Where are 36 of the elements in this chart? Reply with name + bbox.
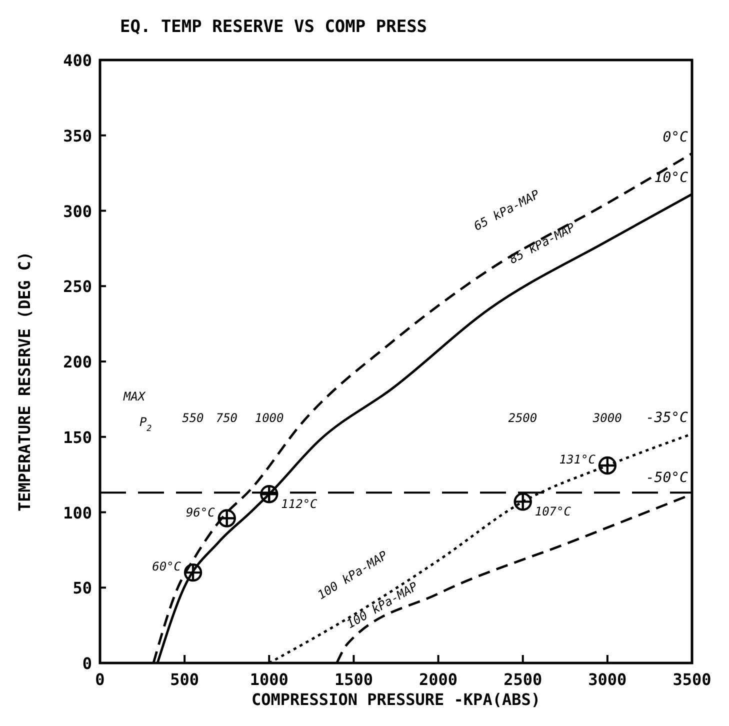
y-tick-label: 350 (63, 126, 92, 146)
data-label: 112°C (281, 497, 318, 512)
y-tick-label: 300 (63, 202, 92, 221)
y-tick-label: 150 (63, 428, 92, 447)
annotation: 3000 (592, 410, 622, 425)
annotation: P$_{2}$ (139, 415, 152, 434)
x-tick-label: 2500 (504, 670, 542, 689)
series-label: 0°C (662, 129, 689, 146)
y-tick-label: 100 (63, 503, 92, 522)
y-tick-label: 400 (63, 51, 92, 70)
annotation: MAX (122, 390, 146, 404)
y-tick-label: 0 (82, 654, 92, 673)
series-label: 10°C (654, 170, 689, 186)
x-tick-label: 1000 (250, 670, 288, 689)
data-label: 96°C (186, 505, 216, 520)
y-axis-title: TEMPERATURE RESERVE (DEG C) (15, 251, 34, 512)
y-tick-label: 200 (63, 352, 92, 372)
series-label: -50°C (646, 470, 689, 486)
chart-title: EQ. TEMP RESERVE VS COMP PRESS (120, 17, 428, 37)
annotation: 1000 (254, 410, 284, 425)
annotation: 2500 (508, 410, 538, 425)
x-axis-title: COMPRESSION PRESSURE -KPA(ABS) (252, 690, 540, 709)
x-tick-label: 3500 (672, 670, 712, 689)
data-label: 60°C (152, 560, 182, 574)
y-tick-label: 250 (63, 277, 92, 296)
x-tick-label: 0 (95, 670, 105, 689)
x-tick-label: 2000 (419, 670, 458, 689)
data-label: 131°C (559, 452, 596, 467)
x-tick-label: 3000 (588, 670, 627, 689)
series-label: -35°C (646, 410, 689, 426)
data-label: 107°C (534, 504, 572, 519)
annotation: 550 (182, 410, 204, 425)
x-tick-label: 500 (170, 670, 200, 689)
annotation: 750 (216, 410, 238, 425)
y-tick-label: 50 (72, 578, 92, 598)
x-tick-label: 1500 (334, 670, 373, 689)
